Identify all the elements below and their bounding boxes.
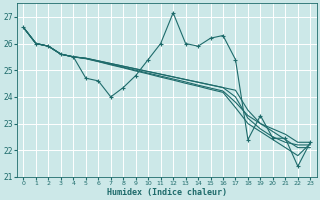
X-axis label: Humidex (Indice chaleur): Humidex (Indice chaleur) bbox=[107, 188, 227, 197]
